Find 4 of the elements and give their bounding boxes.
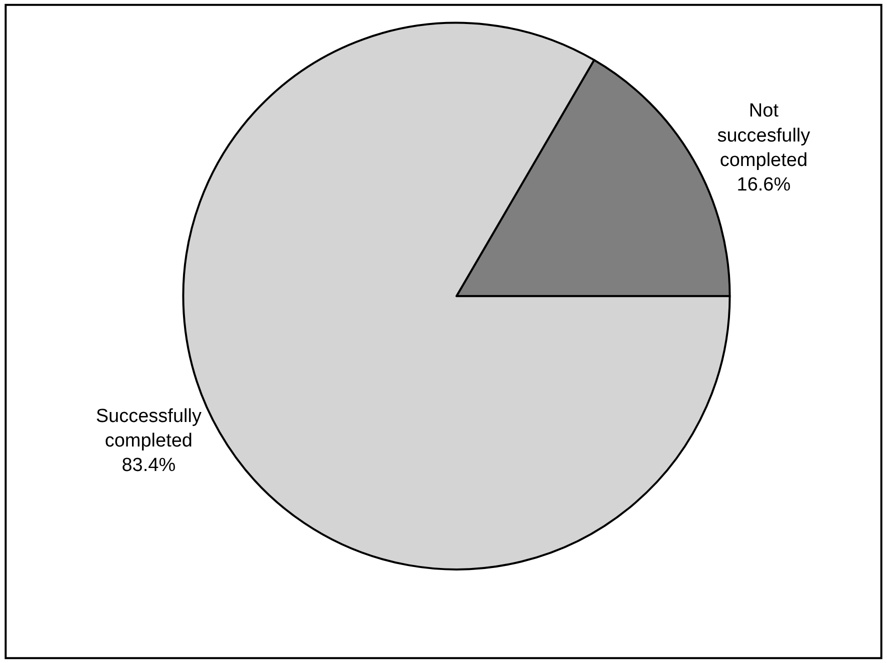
data-label: 83.4% [122,455,176,476]
slice-label: Not succesfully completed [717,100,811,172]
data-label: 16.6% [736,174,791,196]
slice-label: Successfully completed [96,406,202,452]
